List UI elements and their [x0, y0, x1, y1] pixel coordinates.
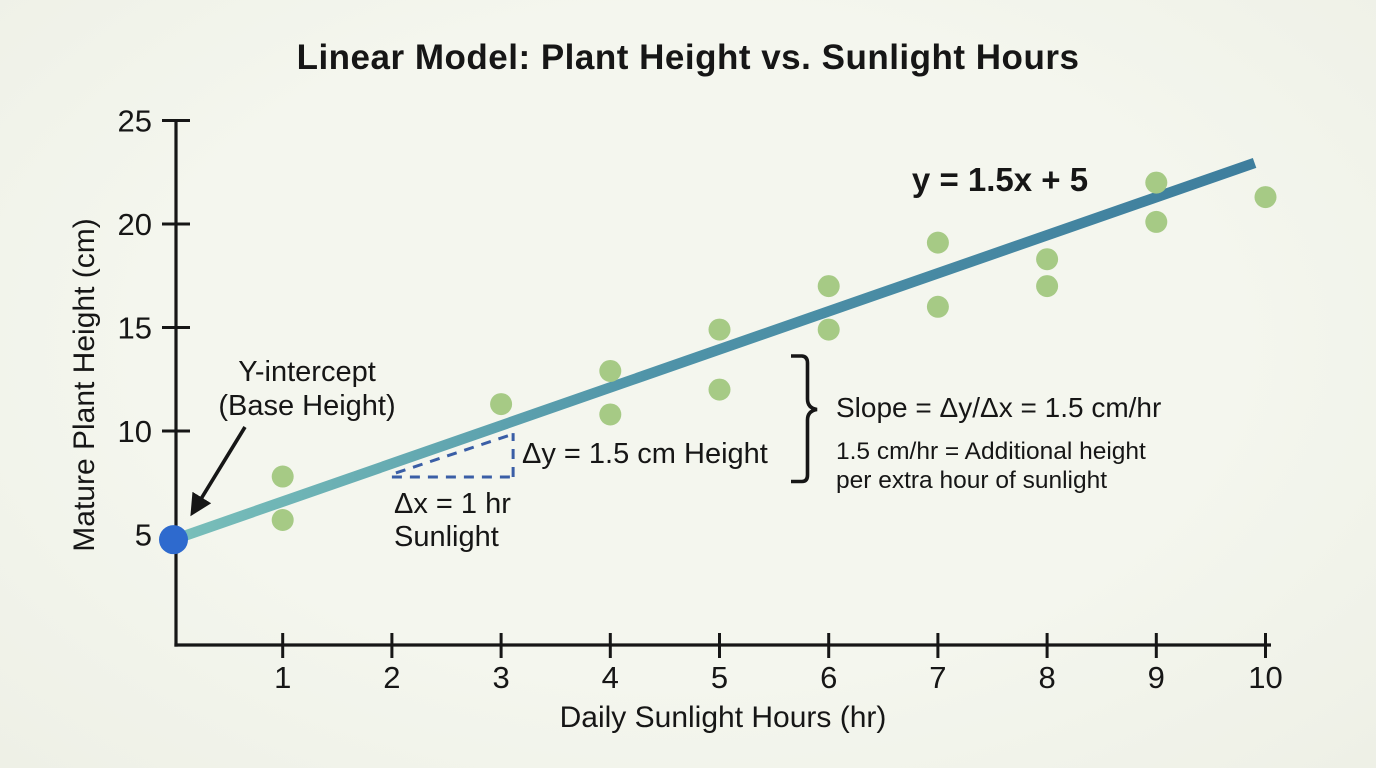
slope-annotation-sub1: 1.5 cm/hr = Additional height: [836, 438, 1146, 465]
scatter-point: [1145, 171, 1168, 194]
axis-ticks: 1 2 3 4 5 6 7 8 9 10 5 10 15 20 25: [118, 104, 1283, 696]
scatter-point: [926, 231, 949, 254]
scatter-point: [271, 465, 294, 488]
scatter-points: [159, 171, 1277, 555]
intercept-dot: [159, 525, 188, 555]
scatter-point: [271, 509, 294, 532]
scatter-point: [708, 378, 731, 401]
scatter-point: [1145, 210, 1168, 233]
scatter-point: [1036, 248, 1059, 271]
scatter-point: [926, 295, 949, 318]
delta-x-annotation-line2: Sunlight: [394, 521, 499, 553]
scatter-point: [490, 393, 513, 416]
x-tick-label: 6: [820, 660, 837, 695]
y-intercept-arrow-icon: [190, 426, 247, 517]
delta-x-annotation: Δx = 1 hr Sunlight: [394, 488, 511, 554]
y-intercept-annotation: Y-intercept (Base Height): [186, 355, 428, 423]
scatter-point: [817, 318, 840, 341]
y-intercept-annotation-line2: (Base Height): [218, 390, 396, 422]
x-tick-label: 10: [1248, 660, 1282, 695]
x-tick-label: 9: [1148, 660, 1165, 695]
y-tick-label: 15: [118, 311, 152, 346]
trend-line: [171, 157, 1257, 545]
delta-x-annotation-line1: Δx = 1 hr: [394, 488, 511, 520]
slope-annotation-main: Slope = Δy/Δx = 1.5 cm/hr: [836, 392, 1162, 423]
trend-line-group: [171, 157, 1257, 545]
x-tick-label: 8: [1038, 660, 1055, 695]
x-tick-label: 5: [711, 660, 728, 695]
axes: [174, 119, 1271, 647]
triangle-hypotenuse: [395, 432, 514, 475]
x-tick-label: 1: [274, 660, 291, 695]
slope-triangle: [391, 432, 515, 479]
x-axis-title: Daily Sunlight Hours (hr): [559, 701, 887, 734]
scatter-point: [817, 275, 840, 298]
y-intercept-annotation-line1: Y-intercept: [238, 356, 376, 388]
y-tick-label: 25: [118, 104, 152, 139]
y-axis-title: Mature Plant Height (cm): [68, 218, 101, 552]
delta-y-annotation: Δy = 1.5 cm Height: [522, 438, 768, 470]
scatter-point: [708, 318, 731, 341]
x-tick-label: 3: [492, 660, 509, 695]
x-tick-label: 7: [929, 660, 946, 695]
scatter-point: [1254, 186, 1277, 209]
slope-annotation-sub2: per extra hour of sunlight: [836, 467, 1108, 494]
equation-label: y = 1.5x + 5: [911, 161, 1089, 198]
brace-icon: [791, 354, 818, 484]
scatter-point: [599, 403, 622, 426]
y-tick-label: 20: [118, 207, 152, 242]
x-tick-label: 2: [383, 660, 400, 695]
y-tick-label: 10: [118, 414, 152, 449]
y-tick-label: 5: [135, 518, 152, 553]
scatter-point: [1036, 275, 1059, 298]
chart-title: Linear Model: Plant Height vs. Sunlight …: [296, 38, 1080, 77]
x-tick-label: 4: [602, 660, 619, 695]
scatter-point: [599, 359, 622, 382]
slope-annotation: Slope = Δy/Δx = 1.5 cm/hr 1.5 cm/hr = Ad…: [836, 392, 1161, 495]
